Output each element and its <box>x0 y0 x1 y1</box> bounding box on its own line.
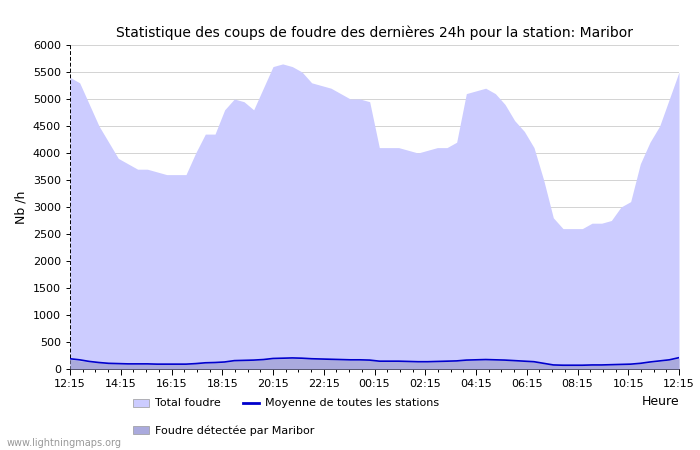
Title: Statistique des coups de foudre des dernières 24h pour la station: Maribor: Statistique des coups de foudre des dern… <box>116 25 633 40</box>
Y-axis label: Nb /h: Nb /h <box>14 190 27 224</box>
Legend: Foudre détectée par Maribor: Foudre détectée par Maribor <box>128 421 318 440</box>
Text: Heure: Heure <box>641 395 679 408</box>
Legend: Total foudre, Moyenne de toutes les stations: Total foudre, Moyenne de toutes les stat… <box>128 394 444 413</box>
Text: www.lightningmaps.org: www.lightningmaps.org <box>7 438 122 448</box>
